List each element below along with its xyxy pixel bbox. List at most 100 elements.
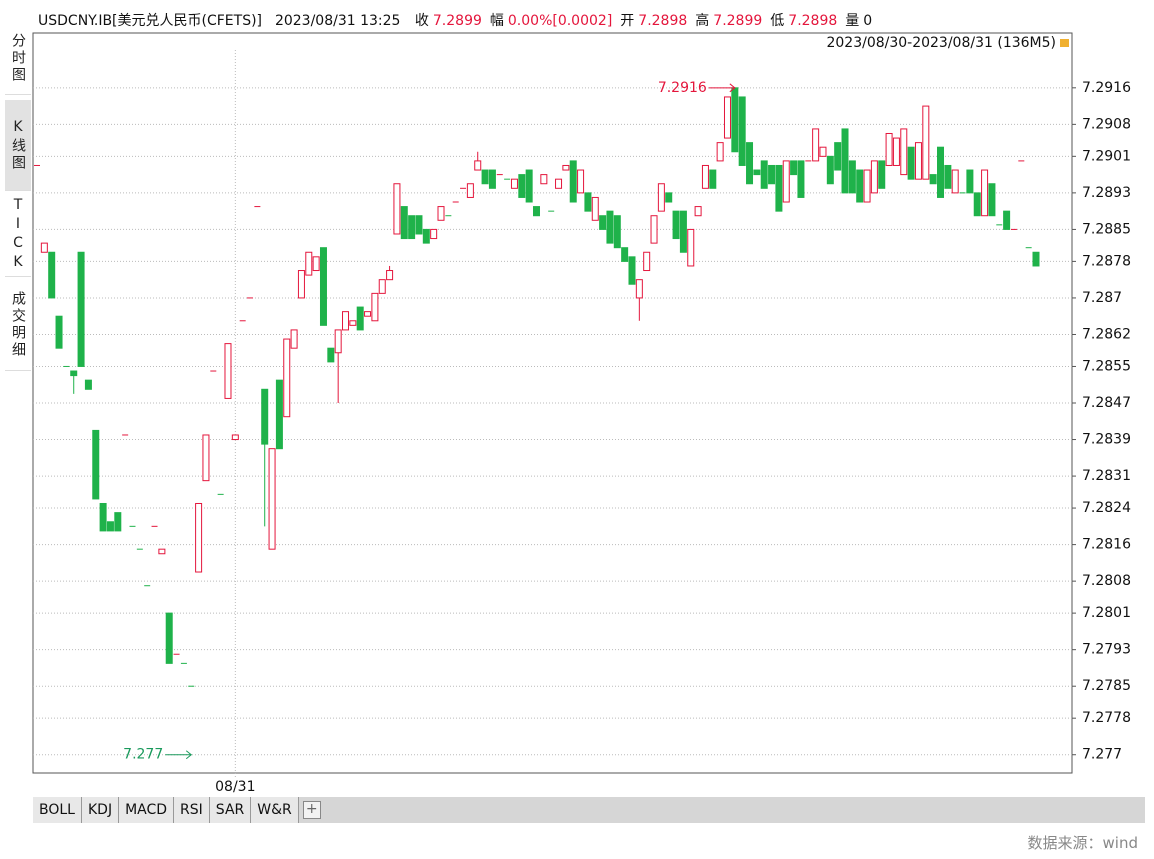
candle-body	[848, 160, 856, 194]
candle-body	[731, 87, 739, 153]
field-value: 0.00%[0.0002]	[507, 13, 613, 29]
candle-body	[812, 128, 820, 162]
candle-body	[834, 142, 842, 171]
field-label: 开	[620, 13, 635, 29]
field-value: 7.2898	[638, 13, 688, 29]
candle-body	[555, 178, 563, 189]
candle-body	[165, 612, 173, 664]
candle-body	[393, 183, 401, 235]
x-tick-label: 08/31	[215, 779, 255, 795]
candle-body	[99, 502, 107, 532]
indicator-tabs: BOLL KDJ MACD RSI SAR W&R +	[33, 797, 1145, 823]
y-tick-label: 7.2908	[1082, 116, 1131, 132]
y-tick-label: 7.2778	[1082, 710, 1131, 726]
candle-body	[760, 160, 768, 189]
candle-body	[290, 329, 298, 349]
candle-body	[951, 169, 959, 194]
candle-body	[510, 178, 518, 189]
candle-body	[297, 270, 305, 299]
candle-body	[878, 160, 886, 189]
candle-body	[488, 169, 496, 189]
field-label: 收	[414, 13, 429, 29]
candle-body	[422, 228, 430, 244]
candle-body	[525, 169, 533, 203]
candle-body	[782, 160, 790, 203]
candle-body	[231, 434, 239, 441]
candle-body	[275, 379, 283, 450]
candle-body	[40, 242, 48, 253]
candle-body	[716, 142, 724, 162]
candle-body	[922, 105, 930, 180]
side-tab[interactable]: TICK	[5, 194, 31, 277]
field-label: 高	[695, 13, 710, 29]
candle-body	[753, 169, 761, 176]
candle-body	[386, 270, 394, 281]
y-tick-label: 7.287	[1082, 290, 1122, 306]
candle-body	[628, 256, 636, 285]
annotation-label: 7.2916	[658, 80, 707, 96]
indicator-tab[interactable]: W&R	[251, 797, 299, 823]
y-tick-label: 7.2816	[1082, 537, 1131, 553]
y-tick-label: 7.2808	[1082, 573, 1131, 589]
candle-body	[746, 142, 754, 185]
candle-body	[973, 192, 981, 217]
source: 数据来源：wind	[1027, 834, 1138, 852]
candle-body	[606, 210, 614, 244]
y-tick-label: 7.2855	[1082, 358, 1131, 374]
candle-body	[378, 279, 386, 294]
candle-body	[826, 155, 834, 185]
quote-fields: 收 7.2899 幅 0.00%[0.0002] 开 7.2898 高 7.2899 低 7.28…	[415, 13, 880, 29]
candle-body	[694, 206, 702, 217]
indicator-tab[interactable]: BOLL	[33, 797, 82, 823]
candle-body	[540, 174, 548, 185]
side-tab[interactable]: K线图	[5, 100, 31, 191]
candle-body	[70, 370, 78, 377]
candle-body	[657, 183, 665, 212]
y-tick-label: 7.2824	[1082, 500, 1131, 516]
y-tick-label: 7.2793	[1082, 642, 1131, 658]
candle-body	[474, 160, 482, 171]
candle-body	[437, 206, 445, 221]
candle-body	[364, 311, 372, 317]
indicator-tab[interactable]: KDJ	[81, 797, 120, 823]
candle-body	[819, 146, 827, 157]
y-tick-label: 7.2885	[1082, 221, 1131, 237]
candle-body	[158, 548, 166, 555]
side-tab[interactable]: 分时图	[5, 22, 31, 95]
candle-body	[481, 169, 489, 185]
candle-body	[591, 196, 599, 221]
field-value: 0	[863, 13, 873, 29]
add-tab[interactable]: +	[302, 801, 321, 819]
candle-body	[349, 320, 357, 326]
candle-body	[224, 343, 232, 399]
candle-body	[790, 160, 798, 176]
y-tick-label: 7.2862	[1082, 326, 1131, 342]
candle-body	[562, 164, 570, 171]
candle-body	[430, 228, 438, 240]
indicator-tab[interactable]: MACD	[119, 797, 175, 823]
annotation-arrowhead	[185, 750, 193, 760]
y-tick-label: 7.2831	[1082, 468, 1131, 484]
candle-body	[195, 502, 203, 573]
indicator-tab[interactable]: RSI	[174, 797, 210, 823]
candle-body	[635, 279, 643, 299]
annotation-label: 7.277	[123, 747, 163, 763]
indicator-tab[interactable]: SAR	[209, 797, 252, 823]
candle-body	[966, 169, 974, 194]
y-tick-label: 7.2847	[1082, 395, 1131, 411]
candle-body	[569, 160, 577, 203]
candle-body	[77, 251, 85, 367]
candle-body	[643, 251, 651, 272]
field-label: 量	[845, 13, 860, 29]
candle-body	[665, 192, 673, 203]
candle-body	[268, 448, 276, 550]
field-value: 7.2898	[788, 13, 838, 29]
field-value: 7.2899	[432, 13, 482, 29]
candle-body	[900, 128, 908, 176]
y-tick-label: 7.2878	[1082, 253, 1131, 269]
y-tick-label: 7.2785	[1082, 678, 1131, 694]
side-tab[interactable]: 成交明细	[5, 280, 31, 371]
candle-body	[701, 164, 709, 189]
candle-body	[92, 429, 100, 500]
